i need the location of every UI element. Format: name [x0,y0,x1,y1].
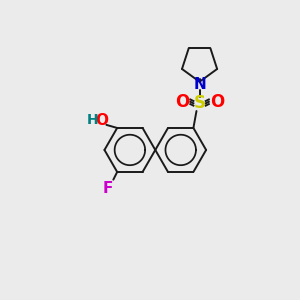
Text: H: H [87,113,98,127]
Text: O: O [175,93,189,111]
Text: O: O [210,93,224,111]
Text: O: O [95,113,108,128]
Text: F: F [103,182,113,196]
Text: N: N [193,77,206,92]
Text: S: S [194,94,206,112]
